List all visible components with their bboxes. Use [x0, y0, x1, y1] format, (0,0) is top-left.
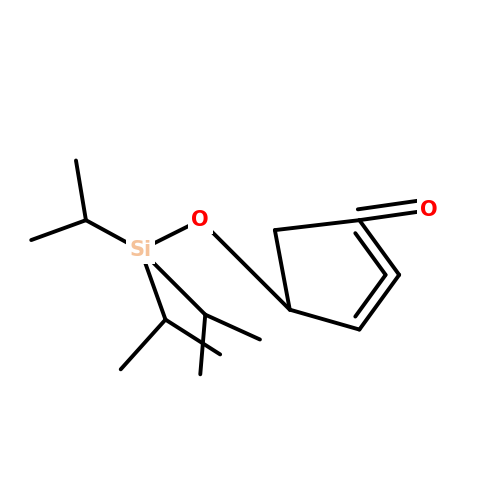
Text: O: O — [192, 210, 209, 230]
Text: O: O — [420, 200, 438, 220]
Text: Si: Si — [130, 240, 152, 260]
